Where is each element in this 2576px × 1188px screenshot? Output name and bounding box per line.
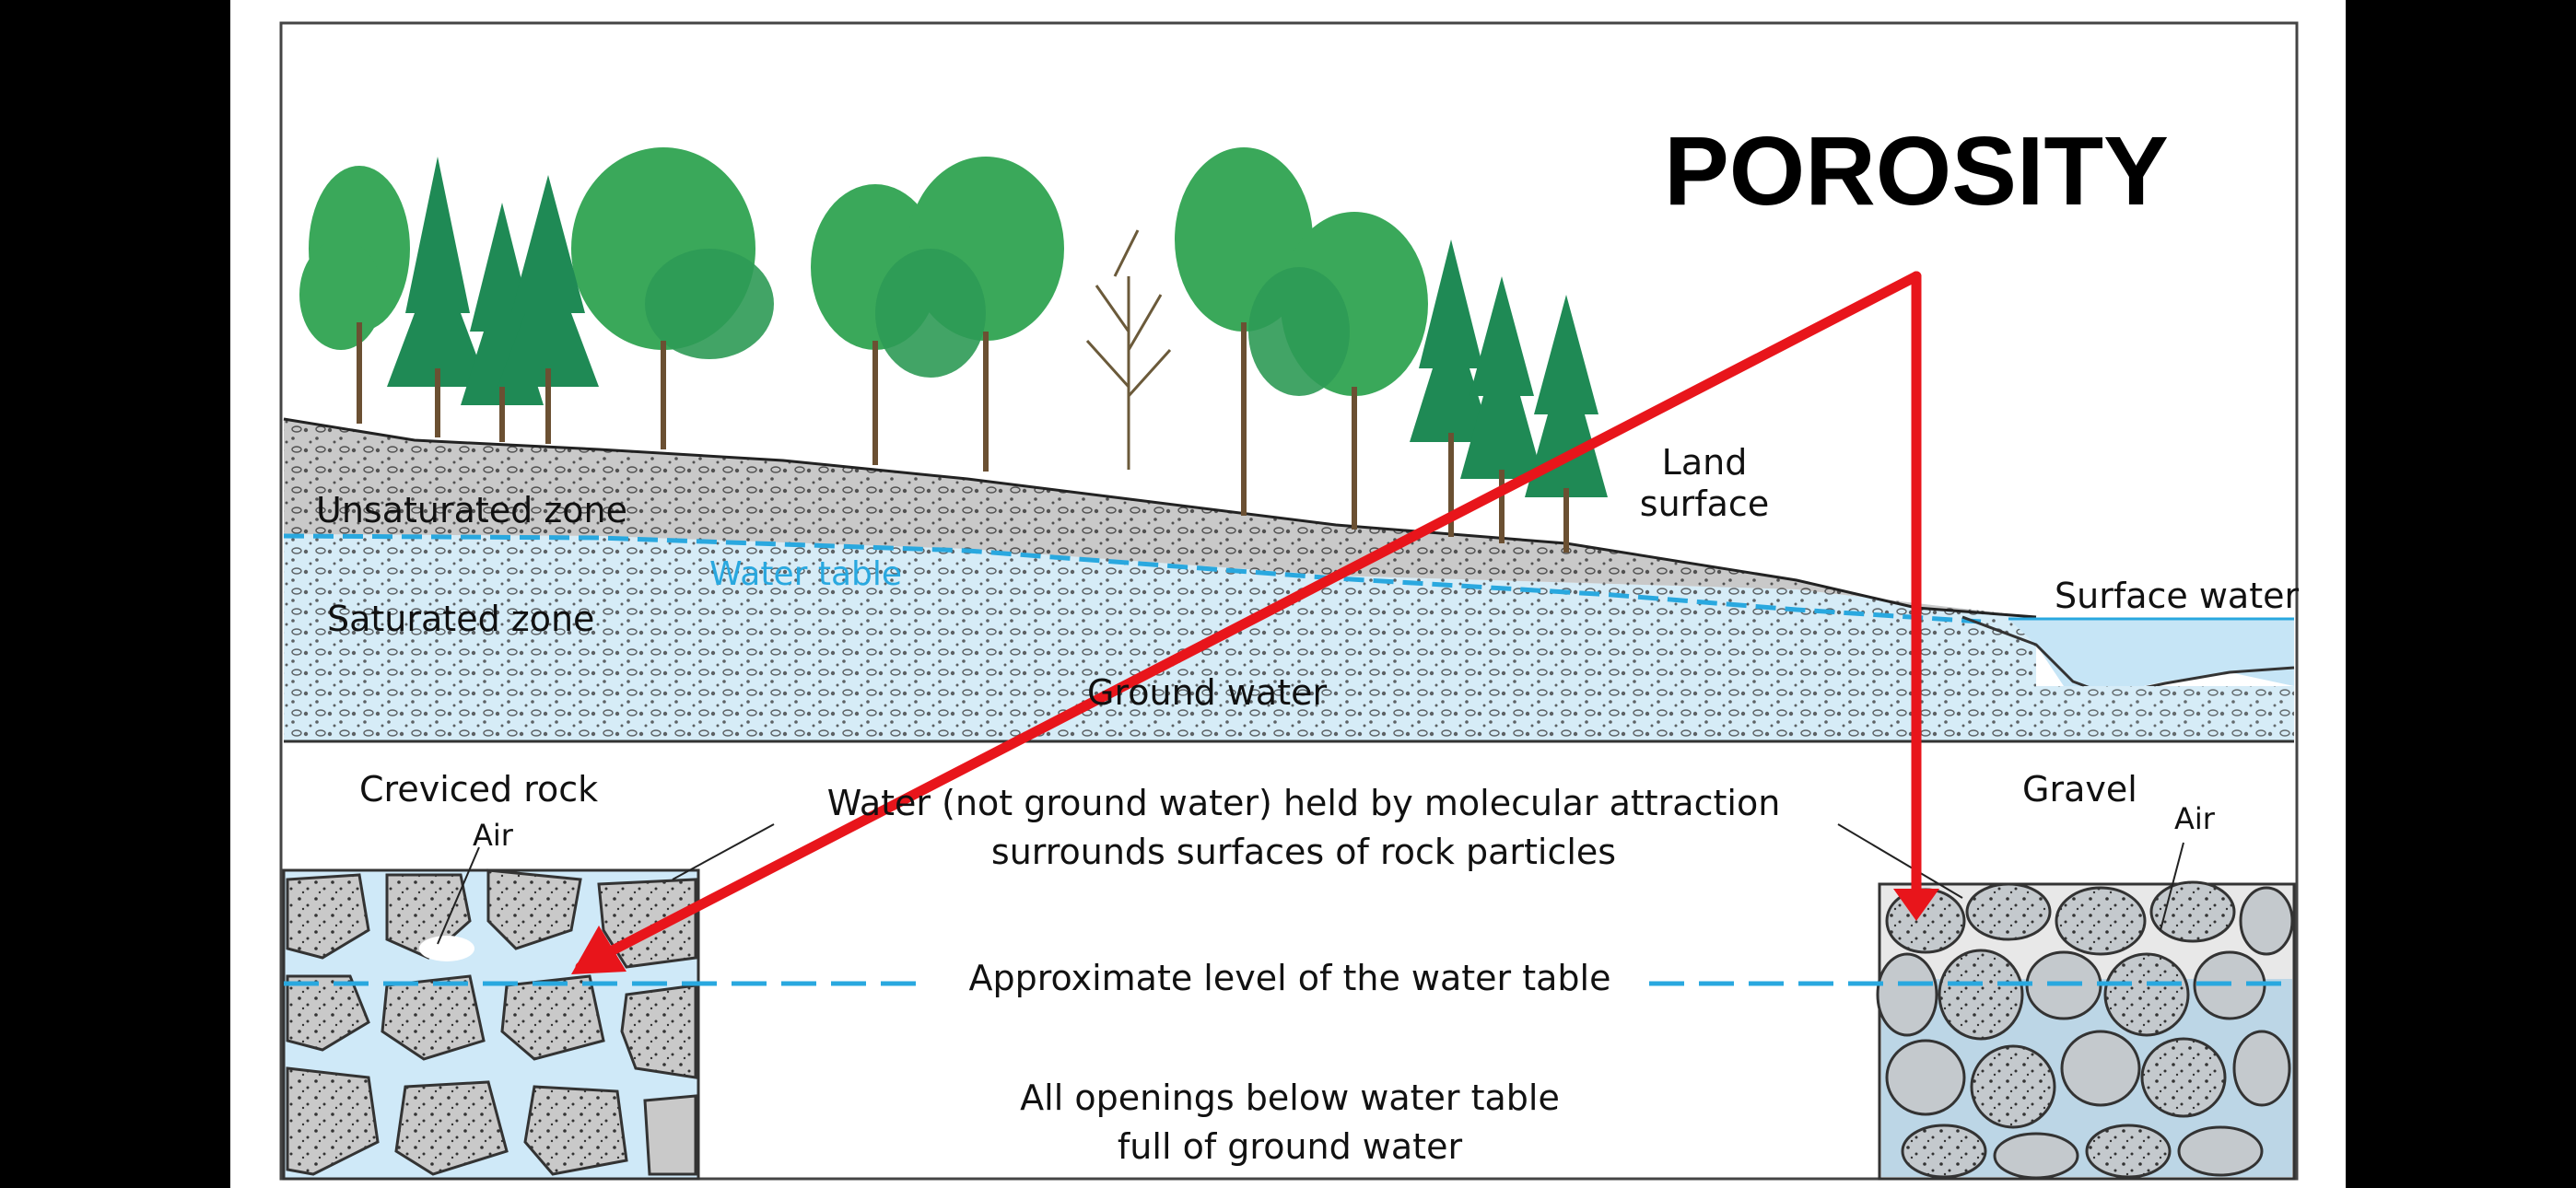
label-air-right: Air — [2174, 801, 2216, 836]
label-water-table: Water table — [709, 555, 902, 593]
label-saturated-zone: Saturated zone — [327, 599, 594, 639]
label-surface-water: Surface water — [2055, 576, 2299, 616]
label-unsaturated-zone: Unsaturated zone — [316, 490, 627, 530]
label-openings-line2: full of ground water — [1118, 1126, 1463, 1167]
arrowhead-left — [571, 926, 626, 974]
porosity-diagram: POROSITY Unsaturated zone Water table Sa… — [279, 21, 2299, 1181]
slide: POROSITY Unsaturated zone Water table Sa… — [230, 0, 2346, 1188]
surface-water-body — [2008, 619, 2294, 695]
leader-line-right — [1837, 823, 1963, 899]
label-ground-water: Ground water — [1087, 672, 1327, 713]
forest — [299, 147, 1608, 553]
water-table-line — [283, 533, 1982, 624]
arrowhead-right — [1893, 889, 1939, 921]
leader-line-left — [672, 823, 775, 880]
land-surface-line — [283, 417, 2037, 619]
label-land-surface-1: Land — [1662, 442, 1748, 483]
label-gravel: Gravel — [2022, 769, 2137, 809]
label-openings-line1: All openings below water table — [1020, 1077, 1560, 1118]
label-molecular-line2: surrounds surfaces of rock particles — [991, 832, 1616, 872]
label-creviced-rock: Creviced rock — [359, 769, 598, 809]
label-air-left: Air — [473, 818, 514, 853]
label-land-surface-2: surface — [1640, 483, 1769, 524]
label-molecular-line1: Water (not ground water) held by molecul… — [827, 783, 1781, 823]
label-approx-level: Approximate level of the water table — [969, 958, 1611, 998]
porosity-arrows — [575, 271, 1922, 973]
page-title: POROSITY — [1664, 117, 2169, 226]
creviced-rock-block — [282, 846, 700, 1181]
gravel-block — [1876, 842, 2296, 1181]
